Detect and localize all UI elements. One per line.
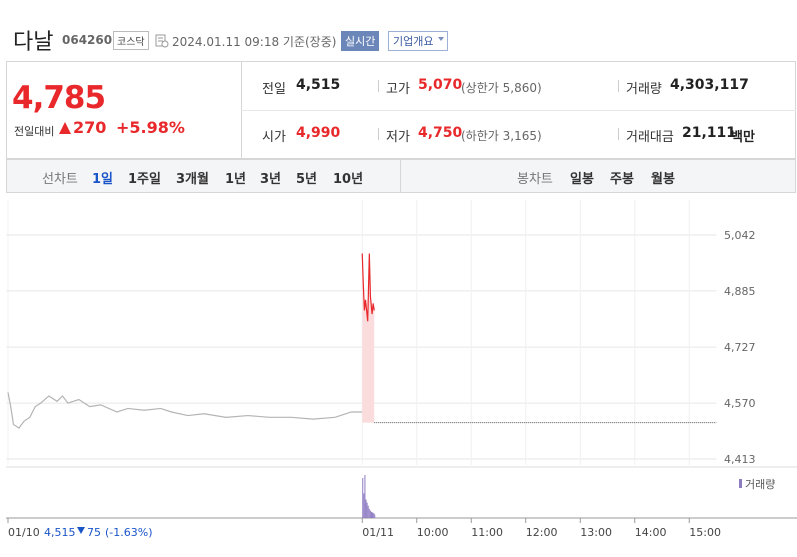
x-tick-label: 15:00 bbox=[689, 526, 721, 539]
stat-label: 저가 bbox=[386, 130, 410, 145]
chart: 거래량 4,515 75 (-1.63%) 5,042 4,885 4,727 4,5… bbox=[6, 200, 797, 539]
tab-group-label: 선차트 bbox=[42, 172, 78, 187]
y-tick-label: 4,413 bbox=[724, 453, 756, 466]
volume-bar bbox=[364, 475, 366, 518]
volume-bar bbox=[374, 514, 376, 518]
tab[interactable]: 1일 bbox=[92, 172, 114, 187]
tab[interactable]: 일봉 bbox=[570, 172, 594, 187]
stat-label: 거래량 bbox=[626, 82, 662, 97]
down-arrow bbox=[77, 527, 85, 534]
y-tick-label: 4,727 bbox=[724, 341, 756, 354]
stat-value: 4,515 bbox=[296, 77, 341, 93]
stat-value: 4,303,117 bbox=[670, 77, 749, 93]
stat-label: 시가 bbox=[262, 130, 286, 145]
tab[interactable]: 1년 bbox=[225, 172, 247, 187]
current-price: 4,785 bbox=[12, 80, 106, 116]
stat-label: 전일 bbox=[262, 82, 286, 97]
tab-bar bbox=[6, 159, 796, 193]
stock-code: 064260 bbox=[62, 33, 113, 47]
company-info-dropdown[interactable]: 기업개요 bbox=[388, 31, 449, 51]
x-tick-label: 12:00 bbox=[526, 526, 558, 539]
legend-swatch bbox=[739, 479, 742, 488]
separator bbox=[378, 128, 379, 140]
quote-box bbox=[6, 61, 796, 159]
stat-unit: 백만 bbox=[731, 130, 755, 145]
doc-icon bbox=[155, 34, 169, 48]
x-tick-label: 01/10 bbox=[8, 526, 40, 539]
market-badge: 코스닥 bbox=[113, 31, 149, 50]
x-tick-label: 13:00 bbox=[580, 526, 612, 539]
prev-percent: (-1.63%) bbox=[105, 526, 153, 539]
stat-value: 5,070 bbox=[418, 77, 463, 93]
y-tick-label: 4,570 bbox=[724, 397, 756, 410]
volume-bar bbox=[367, 505, 369, 518]
tab[interactable]: 주봉 bbox=[610, 172, 634, 187]
volume-bar bbox=[366, 502, 368, 518]
line bbox=[361, 253, 375, 322]
volume-bar bbox=[362, 478, 364, 518]
volume-bar bbox=[370, 511, 372, 518]
legend-label: 거래량 bbox=[745, 478, 775, 491]
tab[interactable]: 5년 bbox=[296, 172, 318, 187]
divider bbox=[241, 110, 796, 111]
change-value: 270 bbox=[73, 118, 107, 137]
separator bbox=[618, 80, 619, 92]
tab[interactable]: 3년 bbox=[260, 172, 282, 187]
realtime-badge[interactable]: 실시간 bbox=[341, 31, 380, 51]
y-tick-label: 4,885 bbox=[724, 285, 756, 298]
line bbox=[7, 392, 363, 429]
separator bbox=[378, 80, 379, 92]
dropdown-arrow bbox=[438, 37, 445, 41]
stat-value: 4,750 bbox=[418, 125, 463, 141]
timestamp: 2024.01.11 09:18 기준(장중) bbox=[172, 35, 337, 49]
volume-bar bbox=[363, 493, 365, 518]
x-tick-label: 01/11 bbox=[362, 526, 394, 539]
stock-name: 다날 bbox=[13, 30, 54, 55]
y-tick-label: 5,042 bbox=[724, 229, 756, 242]
stat-value: 21,111 bbox=[682, 125, 737, 141]
stat-label: 거래대금 bbox=[626, 130, 674, 145]
tab-group-label: 봉차트 bbox=[517, 172, 553, 187]
separator bbox=[618, 128, 619, 140]
volume-bar bbox=[369, 510, 371, 518]
tab[interactable]: 3개월 bbox=[176, 172, 209, 187]
volume-bar bbox=[365, 499, 367, 518]
prev-change: 75 bbox=[87, 526, 101, 539]
divider bbox=[400, 160, 401, 192]
company-info-label: 기업개요 bbox=[393, 35, 434, 48]
area bbox=[362, 253, 375, 423]
change-percent: +5.98% bbox=[116, 118, 185, 137]
volume-bar bbox=[372, 512, 374, 518]
change-label: 전일대비 bbox=[14, 125, 55, 138]
tab[interactable]: 10년 bbox=[333, 172, 364, 187]
x-tick-label: 11:00 bbox=[471, 526, 503, 539]
x-tick-label: 10:00 bbox=[417, 526, 449, 539]
prev-close: 4,515 bbox=[44, 526, 76, 539]
volume-bar bbox=[368, 508, 370, 518]
up-arrow bbox=[59, 122, 71, 134]
stat-label: 고가 bbox=[386, 82, 410, 97]
tab[interactable]: 1주일 bbox=[128, 172, 161, 187]
stat-note: (하한가 3,165) bbox=[461, 129, 542, 143]
stat-note: (상한가 5,860) bbox=[461, 81, 542, 95]
stat-value: 4,990 bbox=[296, 125, 341, 141]
x-tick-label: 14:00 bbox=[635, 526, 667, 539]
volume-bar bbox=[373, 513, 375, 518]
tab[interactable]: 월봉 bbox=[651, 172, 675, 187]
